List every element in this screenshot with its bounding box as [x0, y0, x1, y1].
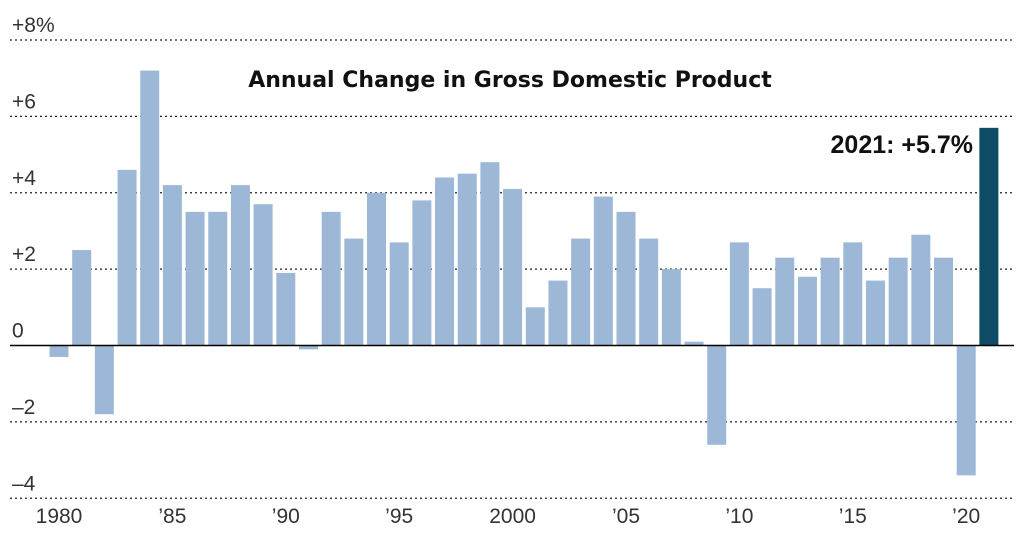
bar-2004: [593, 196, 613, 346]
bar-highlight-2021: [979, 127, 999, 346]
bar-2005: [616, 211, 636, 346]
bar-2012: [775, 257, 795, 346]
bar-2003: [571, 238, 591, 346]
y-tick-label: +6: [12, 90, 36, 113]
y-tick-label: –2: [12, 396, 35, 419]
bar-2020: [956, 345, 976, 476]
bar-1998: [457, 173, 477, 346]
bar-1994: [367, 192, 387, 346]
bar-2017: [888, 257, 908, 346]
bar-1984: [140, 70, 160, 346]
bar-2007: [661, 269, 681, 346]
bar-1985: [162, 185, 182, 346]
bar-2000: [503, 188, 523, 346]
x-tick-label: 2000: [489, 505, 536, 528]
bar-1999: [480, 162, 500, 346]
bar-1980: [49, 345, 69, 357]
y-tick-label: +4: [12, 167, 36, 190]
bar-1990: [276, 272, 296, 346]
bar-1997: [435, 177, 455, 346]
bar-2011: [752, 288, 772, 346]
bar-1981: [72, 250, 92, 346]
x-tick-label: ’05: [612, 505, 640, 528]
chart-title: Annual Change in Gross Domestic Product: [248, 68, 772, 93]
x-tick-label: ’15: [839, 505, 867, 528]
x-tick-label: ’20: [952, 505, 980, 528]
bar-2013: [797, 276, 817, 346]
bar-2018: [911, 234, 931, 346]
bar-1983: [117, 169, 137, 346]
bar-2002: [548, 280, 568, 346]
bar-1993: [344, 238, 364, 346]
y-tick-label: –4: [12, 472, 36, 495]
y-axis-labels: +8% +6 +4 +2 0 –2 –4: [12, 14, 55, 495]
x-tick-label: ’10: [725, 505, 753, 528]
bar-2006: [639, 238, 659, 346]
bar-2019: [934, 257, 954, 346]
bar-2015: [843, 242, 863, 346]
x-tick-label: ’95: [385, 505, 413, 528]
x-tick-label: ’85: [158, 505, 186, 528]
y-tick-label: +2: [12, 243, 36, 266]
bar-2008: [684, 341, 704, 346]
bar-1996: [412, 200, 432, 346]
x-tick-label: 1980: [36, 505, 83, 528]
y-tick-label: 0: [12, 320, 24, 343]
bar-1988: [230, 185, 250, 346]
x-axis-labels: 1980 ’85 ’90 ’95 2000 ’05 ’10 ’15 ’20: [36, 505, 981, 528]
highlight-callout: 2021: +5.7%: [831, 131, 973, 159]
bar-2014: [820, 257, 840, 346]
bar-1989: [253, 204, 273, 346]
bar-1991: [298, 345, 318, 350]
bar-1995: [389, 242, 409, 346]
bar-2009: [707, 345, 727, 445]
bar-1987: [208, 211, 228, 346]
bar-1986: [185, 211, 205, 346]
bars-layer: [49, 70, 999, 476]
y-tick-label: +8%: [12, 14, 55, 37]
bar-2016: [865, 280, 885, 346]
bar-2010: [729, 242, 749, 346]
bar-1982: [94, 345, 114, 415]
bar-1992: [321, 211, 341, 346]
x-tick-label: ’90: [272, 505, 300, 528]
bar-2001: [525, 307, 545, 346]
